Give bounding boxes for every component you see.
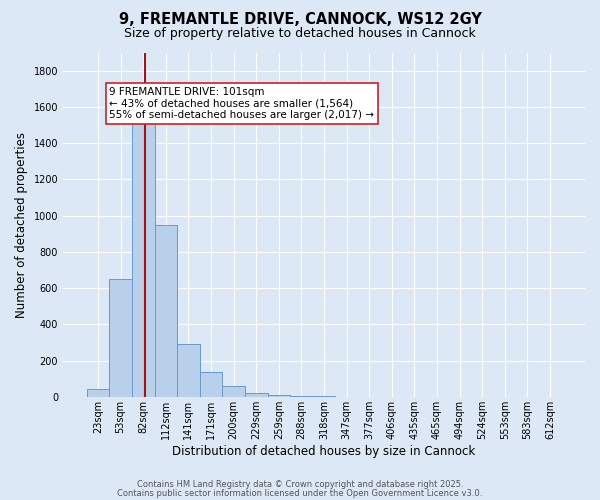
Text: 9, FREMANTLE DRIVE, CANNOCK, WS12 2GY: 9, FREMANTLE DRIVE, CANNOCK, WS12 2GY — [119, 12, 481, 28]
Text: Contains HM Land Registry data © Crown copyright and database right 2025.: Contains HM Land Registry data © Crown c… — [137, 480, 463, 489]
Bar — [87, 388, 109, 397]
Bar — [268, 396, 290, 397]
Text: 9 FREMANTLE DRIVE: 101sqm
← 43% of detached houses are smaller (1,564)
55% of se: 9 FREMANTLE DRIVE: 101sqm ← 43% of detac… — [109, 87, 374, 120]
Bar — [290, 396, 313, 397]
Bar — [177, 344, 200, 397]
Text: Size of property relative to detached houses in Cannock: Size of property relative to detached ho… — [124, 28, 476, 40]
Y-axis label: Number of detached properties: Number of detached properties — [15, 132, 28, 318]
Bar — [155, 224, 177, 397]
Text: Contains public sector information licensed under the Open Government Licence v3: Contains public sector information licen… — [118, 488, 482, 498]
Bar — [200, 372, 223, 397]
Bar — [132, 123, 155, 397]
Bar — [223, 386, 245, 397]
Bar — [245, 393, 268, 397]
X-axis label: Distribution of detached houses by size in Cannock: Distribution of detached houses by size … — [172, 444, 476, 458]
Bar — [109, 279, 132, 397]
